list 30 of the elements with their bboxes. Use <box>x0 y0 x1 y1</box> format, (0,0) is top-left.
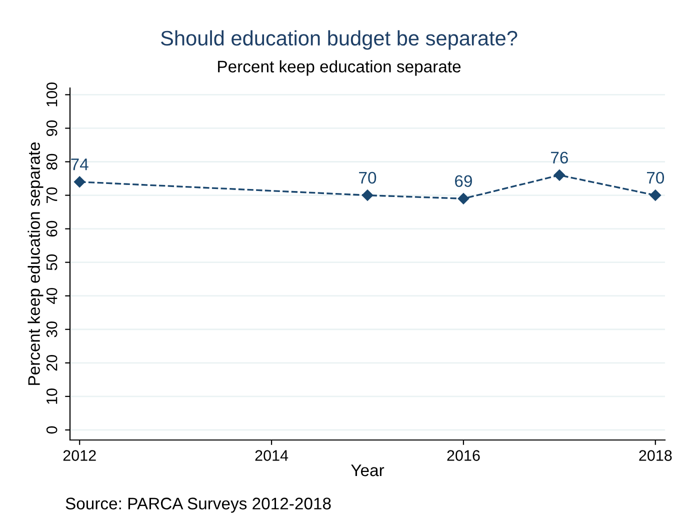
y-tick-label: 90 <box>46 120 58 136</box>
data-label: 69 <box>455 175 472 187</box>
x-tick-label: 2014 <box>255 450 288 461</box>
x-tick-label: 2012 <box>63 450 96 461</box>
data-label: 74 <box>71 158 88 170</box>
point <box>74 176 86 188</box>
x-axis-title: Year <box>351 464 384 476</box>
point <box>650 190 662 201</box>
y-axis-title: Percent keep education separate <box>28 142 44 385</box>
y-tick-label: 60 <box>46 220 58 237</box>
y-tick-label: 40 <box>46 288 58 304</box>
y-tick-label: 50 <box>46 254 58 270</box>
y-tick-label: 30 <box>46 321 58 338</box>
y-tick-label: 70 <box>46 187 58 203</box>
source-note: Source: PARCA Surveys 2012-2018 <box>66 498 331 513</box>
data-label: 70 <box>646 172 664 184</box>
chart-subtitle: Percent keep education separate <box>218 60 461 76</box>
point <box>458 193 470 204</box>
data-label: 70 <box>359 172 376 184</box>
y-tick-label: 0 <box>46 426 58 434</box>
data-label: 76 <box>551 152 568 164</box>
y-tick-label: 20 <box>46 354 58 371</box>
y-tick-label: 10 <box>46 388 58 404</box>
y-tick-label: 100 <box>46 82 58 106</box>
x-tick-label: 2016 <box>447 450 480 461</box>
x-tick-label: 2018 <box>639 450 672 461</box>
y-tick-label: 80 <box>46 154 58 170</box>
chart-title: Should education budget be separate? <box>160 30 518 50</box>
point <box>362 190 374 201</box>
point <box>554 170 566 181</box>
